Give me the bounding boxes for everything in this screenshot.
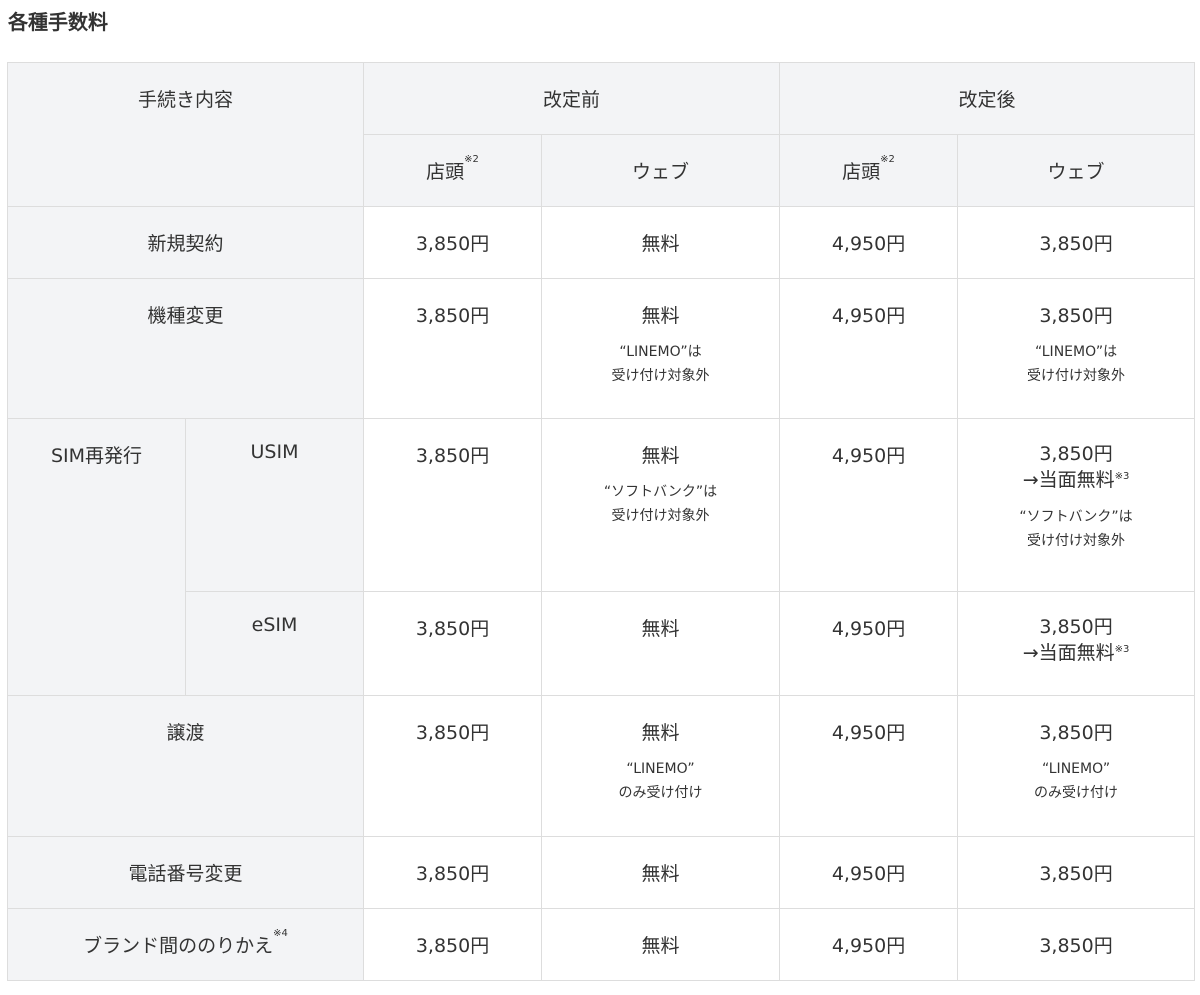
row-label: 電話番号変更 [6,836,365,909]
cell: 3,850円 [363,418,543,592]
header-before-store: 店頭※2 [363,134,543,207]
row-group-label: SIM再発行 [7,418,186,696]
cell: 3,850円 [363,591,543,696]
cell: 3,850円 [363,836,543,909]
cell: 3,850円 [957,206,1196,279]
header-procedure: 手続き内容 [6,62,365,207]
table-row: 電話番号変更 3,850円 無料 4,950円 3,850円 [6,836,1196,909]
table-row: 譲渡 3,850円 無料 “LINEMO” のみ受け付け 4,950円 3,850円… [6,695,1196,837]
row-label: 機種変更 [6,278,365,419]
page-title: 各種手数料 [8,10,108,34]
row-label: eSIM [184,591,365,696]
table-row: eSIM 3,850円 無料 4,950円 3,850円 →当面無料※3 [8,591,1196,696]
table-row: 機種変更 3,850円 無料 “LINEMO”は 受け付け対象外 4,950円 3,… [6,278,1196,419]
row-label: 譲渡 [6,695,365,837]
row-label: ブランド間ののりかえ※4 [6,908,365,981]
cell: 3,850円 [957,908,1196,981]
cell: 無料 [541,206,781,279]
cell: 3,850円 [957,836,1196,909]
cell: 無料 [541,836,781,909]
header-after: 改定後 [779,62,1196,135]
table-row: 新規契約 3,850円 無料 4,950円 3,850円 [6,206,1196,279]
row-label: 新規契約 [6,206,365,279]
cell: 4,950円 [779,695,959,837]
header-before: 改定前 [363,62,781,135]
cell: 無料 “LINEMO”は 受け付け対象外 [541,278,781,419]
cell: 無料 [541,908,781,981]
cell: 4,950円 [779,591,959,696]
cell: 3,850円 [363,695,543,837]
cell: 3,850円 →当面無料※3 [957,591,1196,696]
cell: 3,850円 →当面無料※3 “ソフトバンク”は 受け付け対象外 [957,418,1196,592]
fee-table: 手続き内容 改定前 改定後 店頭※2 ウェブ 店頭※2 ウェブ 新規契約 3,8… [6,62,1196,981]
cell: 3,850円 [363,278,543,419]
cell: 無料 “LINEMO” のみ受け付け [541,695,781,837]
header-before-web: ウェブ [541,134,781,207]
cell: 3,850円 “LINEMO”は 受け付け対象外 [957,278,1196,419]
cell: 4,950円 [779,836,959,909]
table-row: SIM再発行 USIM 3,850円 無料 “ソフトバンク”は 受け付け対象外 4,… [7,418,1196,696]
cell: 3,850円 [363,908,543,981]
cell: 3,850円 [363,206,543,279]
row-label: USIM [184,418,365,592]
cell: 無料 “ソフトバンク”は 受け付け対象外 [541,418,781,592]
cell: 無料 [541,591,781,696]
header-after-web: ウェブ [957,134,1196,207]
cell: 4,950円 [779,908,959,981]
cell: 4,950円 [779,418,959,592]
cell: 3,850円 “LINEMO” のみ受け付け [957,695,1196,837]
header-after-store: 店頭※2 [779,134,959,207]
cell: 4,950円 [779,278,959,419]
cell: 4,950円 [779,206,959,279]
table-row: ブランド間ののりかえ※4 3,850円 無料 4,950円 3,850円 [6,908,1196,981]
